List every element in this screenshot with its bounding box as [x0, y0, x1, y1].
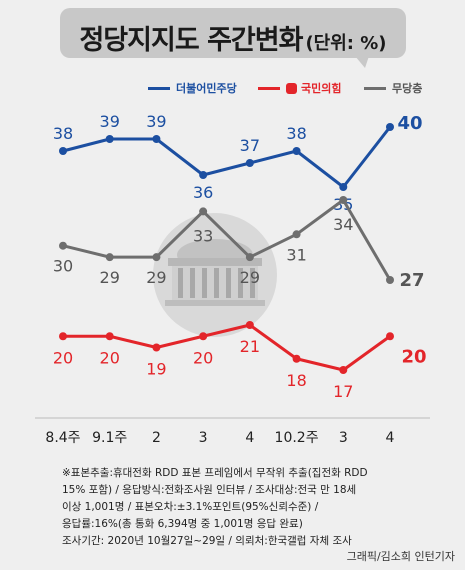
note-line-5: 조사기간: 2020년 10월27일~29일 / 의뢰처:한국갤럽 자체 조사 [62, 535, 352, 547]
data-label: 37 [240, 136, 260, 155]
data-label: 29 [100, 268, 120, 287]
data-point [152, 343, 161, 352]
chart-title: 정당지지도 주간변화 [79, 25, 303, 56]
note-line-3: 이상 1,001명 / 표본오차:±3.1%포인트(95%신뢰수준) / [62, 501, 319, 513]
data-point [386, 276, 394, 284]
x-tick-label: 9.1주 [92, 430, 127, 446]
x-tick-label: 4 [386, 430, 395, 446]
illustration-columns [178, 268, 255, 298]
data-point [339, 196, 348, 204]
data-point [199, 207, 208, 216]
x-tick-label: 4 [245, 430, 254, 446]
illustration-roof [168, 258, 262, 266]
data-label: 30 [53, 257, 73, 276]
data-point [199, 171, 208, 179]
data-label: 29 [240, 268, 260, 287]
x-tick-label: 10.2주 [275, 430, 319, 446]
data-point [245, 321, 254, 329]
series-line-0 [62, 126, 392, 189]
data-point [152, 253, 161, 262]
credit: 그래픽/김소희 인턴기자 [346, 550, 455, 563]
legend-label-democratic: 더불어민주당 [176, 82, 237, 95]
note-line-1: ※표본추출:휴대전화 RDD 표본 프레임에서 무작위 추출(집전화 RDD [62, 467, 368, 479]
data-label: 39 [146, 112, 166, 131]
x-tick-label: 8.4주 [45, 430, 80, 446]
data-point [199, 332, 208, 341]
data-point [105, 332, 114, 341]
x-tick-label: 3 [339, 430, 348, 446]
illustration-base [165, 300, 265, 306]
x-axis: 8.4주 9.1주 2 3 4 10.2주 3 4 [35, 417, 430, 446]
data-label: 27 [399, 270, 424, 291]
data-label: 40 [397, 113, 422, 134]
data-label: 34 [333, 215, 353, 234]
data-label: 18 [286, 371, 306, 390]
data-point [245, 253, 254, 262]
data-label: 21 [240, 337, 260, 356]
data-label: 20 [100, 348, 120, 367]
data-label: 17 [333, 382, 353, 401]
data-point [386, 123, 394, 131]
data-point [59, 147, 67, 155]
title-box: 정당지지도 주간변화 (단위: %) [60, 8, 406, 58]
ppp-logo-icon [286, 82, 297, 94]
data-point [292, 230, 301, 239]
legend-item-democratic: 더불어민주당 [148, 80, 237, 96]
legend-label-ppp: 국민의힘 [301, 82, 342, 95]
data-point [105, 253, 114, 262]
data-point [59, 332, 67, 341]
data-label: 38 [53, 124, 73, 143]
data-label: 20 [401, 346, 426, 367]
series-line-2 [62, 198, 392, 281]
data-point [386, 332, 394, 341]
series-line-1 [63, 323, 391, 372]
legend-line-democratic [148, 86, 170, 90]
data-point [339, 183, 348, 191]
data-label: 36 [193, 183, 213, 202]
data-label: 19 [146, 360, 166, 379]
legend-item-independent: 무당층 [364, 80, 422, 96]
legend-label-independent: 무당층 [392, 82, 423, 95]
data-point [59, 241, 67, 250]
data-label: 29 [146, 268, 166, 287]
survey-note: ※표본추출:휴대전화 RDD 표본 프레임에서 무작위 추출(집전화 RDD 1… [62, 465, 422, 550]
data-label: 33 [193, 226, 213, 245]
data-label: 20 [193, 348, 213, 367]
assembly-building-illustration [153, 213, 277, 337]
x-tick-label: 3 [199, 430, 208, 446]
data-point [292, 354, 301, 363]
data-point [105, 135, 114, 143]
legend-item-ppp: 국민의힘 [258, 80, 341, 96]
data-label: 39 [100, 112, 120, 131]
data-point [339, 366, 348, 374]
data-label: 38 [286, 124, 306, 143]
data-label: 20 [53, 348, 73, 367]
x-tick-label: 2 [152, 430, 161, 446]
chart-unit: (단위: %) [305, 33, 387, 54]
data-point [292, 147, 301, 155]
data-point [245, 159, 254, 167]
legend: 더불어민주당 국민의힘 무당층 [0, 80, 465, 100]
note-line-4: 응답률:16%(총 통화 6,394명 중 1,001명 응답 완료) [62, 518, 303, 530]
data-label: 31 [286, 245, 306, 264]
legend-line-independent [364, 86, 386, 90]
data-point [152, 135, 161, 143]
legend-line-ppp [258, 86, 280, 90]
note-line-2: 15% 포함) / 응답방식:전화조사원 인터뷰 / 조사대상:전국 만 18세 [62, 484, 357, 496]
title-pointer [355, 56, 369, 68]
